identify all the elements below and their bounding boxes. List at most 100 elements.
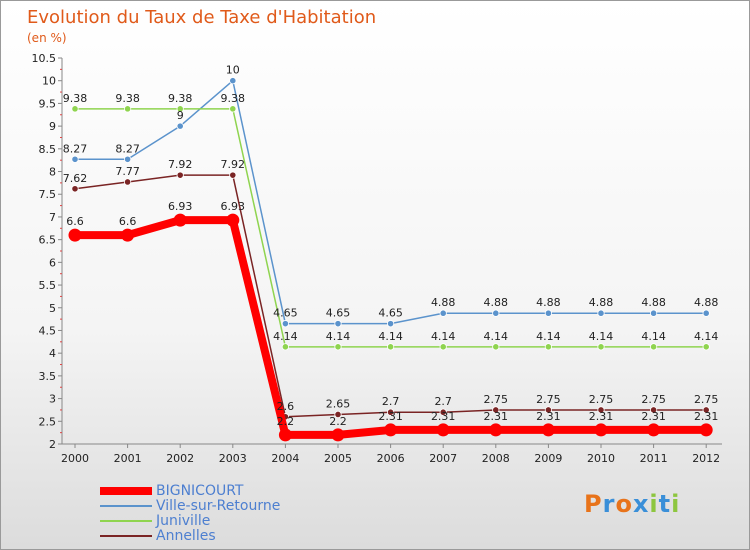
data-label-ville-sur-retourne: 4.88	[431, 296, 456, 309]
data-label-bignicourt: 6.93	[221, 200, 246, 213]
data-point-annelles	[176, 171, 184, 179]
data-label-ville-sur-retourne: 4.65	[378, 307, 403, 320]
legend-swatch	[100, 520, 152, 522]
data-point-annelles	[386, 408, 395, 416]
data-point-bignicourt	[541, 423, 555, 437]
data-point-annelles	[544, 406, 553, 414]
data-point-juniville	[597, 343, 605, 351]
data-label-bignicourt: 2.31	[641, 410, 666, 423]
data-point-juniville	[439, 343, 447, 351]
data-label-annelles: 2.75	[641, 393, 666, 406]
chart-title: Evolution du Taux de Taxe d'Habitation	[27, 7, 377, 28]
x-tick-label: 2008	[482, 452, 510, 465]
logo-letter: t	[658, 490, 672, 518]
data-point-juniville	[386, 343, 395, 351]
data-point-juniville	[492, 343, 500, 351]
data-label-ville-sur-retourne: 8.27	[115, 142, 140, 155]
data-label-juniville: 9.38	[115, 92, 140, 105]
x-tick-label: 2003	[219, 452, 247, 465]
data-label-juniville: 4.14	[536, 330, 561, 343]
data-label-ville-sur-retourne: 4.65	[326, 307, 351, 320]
data-point-bignicourt	[594, 423, 608, 437]
data-label-ville-sur-retourne: 4.65	[273, 307, 298, 320]
data-label-annelles: 7.62	[63, 172, 88, 185]
data-label-annelles: 2.7	[382, 395, 400, 408]
y-tick-label: 4.5	[39, 324, 57, 337]
data-point-juniville	[124, 105, 132, 113]
data-point-bignicourt	[699, 423, 713, 437]
legend-label: Annelles	[156, 528, 216, 544]
data-point-ville-sur-retourne	[492, 309, 500, 317]
data-label-bignicourt: 6.6	[119, 215, 137, 228]
x-tick-label: 2006	[377, 452, 405, 465]
data-label-ville-sur-retourne: 10	[226, 64, 240, 77]
data-point-bignicourt	[68, 228, 82, 242]
data-label-bignicourt: 2.31	[378, 410, 403, 423]
data-point-annelles	[71, 185, 79, 193]
x-tick-label: 2009	[534, 452, 562, 465]
x-tick-label: 2011	[640, 452, 668, 465]
x-tick-label: 2005	[324, 452, 352, 465]
data-label-annelles: 2.6	[277, 400, 295, 413]
data-label-annelles: 2.75	[536, 393, 561, 406]
data-label-juniville: 4.14	[378, 330, 403, 343]
data-label-ville-sur-retourne: 9	[177, 109, 184, 122]
data-point-annelles	[229, 171, 237, 179]
x-tick-label: 2002	[166, 452, 194, 465]
data-label-juniville: 4.14	[589, 330, 614, 343]
data-point-ville-sur-retourne	[334, 320, 342, 328]
data-point-annelles	[124, 178, 132, 186]
y-tick-label: 10.5	[32, 52, 57, 65]
data-point-juniville	[229, 105, 237, 113]
y-tick-label: 9	[49, 120, 56, 133]
data-point-juniville	[281, 343, 289, 351]
data-point-ville-sur-retourne	[176, 122, 184, 130]
data-label-ville-sur-retourne: 8.27	[63, 142, 88, 155]
y-tick-label: 7.5	[39, 188, 57, 201]
logo-letter: i	[649, 490, 659, 518]
data-label-ville-sur-retourne: 4.88	[694, 296, 719, 309]
y-tick-label: 3.5	[39, 370, 57, 383]
data-label-ville-sur-retourne: 4.88	[589, 296, 614, 309]
data-point-bignicourt	[489, 423, 503, 437]
data-point-annelles	[439, 408, 447, 416]
data-point-ville-sur-retourne	[281, 320, 289, 328]
y-tick-label: 5.5	[39, 279, 57, 292]
x-tick-label: 2010	[587, 452, 615, 465]
data-label-annelles: 7.77	[115, 165, 140, 178]
y-tick-label: 5	[49, 302, 56, 315]
legend-swatch	[100, 535, 152, 537]
data-label-juniville: 4.14	[641, 330, 666, 343]
x-tick-label: 2000	[61, 452, 89, 465]
logo-letter: P	[584, 490, 603, 518]
data-point-bignicourt	[384, 423, 398, 437]
logo-letter: o	[615, 490, 633, 518]
data-point-juniville	[334, 343, 342, 351]
data-label-juniville: 9.38	[221, 92, 246, 105]
data-point-bignicourt	[173, 213, 187, 227]
data-point-bignicourt	[331, 428, 345, 442]
data-label-bignicourt: 6.6	[66, 215, 84, 228]
data-label-bignicourt: 2.31	[536, 410, 561, 423]
legend-swatch	[100, 505, 152, 507]
data-label-annelles: 2.65	[326, 397, 351, 410]
data-point-ville-sur-retourne	[229, 77, 237, 85]
data-label-juniville: 9.38	[63, 92, 88, 105]
data-point-ville-sur-retourne	[124, 155, 132, 163]
data-point-annelles	[597, 406, 605, 414]
y-tick-label: 2	[49, 438, 56, 451]
x-tick-label: 2012	[692, 452, 720, 465]
y-tick-label: 3	[49, 393, 56, 406]
data-point-juniville	[544, 343, 553, 351]
proxiti-logo: Proxiti	[584, 490, 680, 518]
data-point-annelles	[334, 410, 342, 419]
data-label-annelles: 7.92	[168, 158, 193, 171]
x-tick-label: 2004	[271, 452, 299, 465]
data-label-juniville: 4.14	[694, 330, 719, 343]
x-tick-label: 2007	[429, 452, 457, 465]
data-label-juniville: 4.14	[273, 330, 298, 343]
data-label-bignicourt: 2.31	[484, 410, 509, 423]
data-label-ville-sur-retourne: 4.88	[536, 296, 561, 309]
